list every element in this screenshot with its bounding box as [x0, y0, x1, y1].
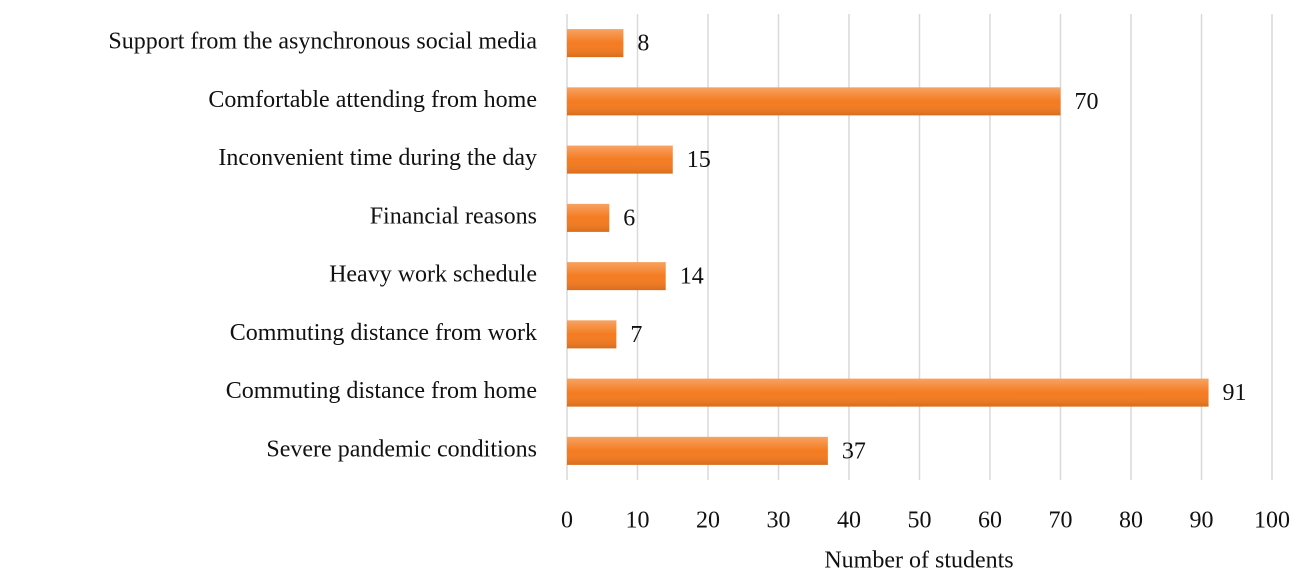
data-label: 91: [1223, 380, 1247, 406]
data-label: 7: [630, 322, 642, 348]
y-tick-label: Support from the asynchronous social med…: [108, 29, 537, 55]
bar-shade: [567, 262, 666, 291]
x-tick-label: 30: [767, 508, 791, 534]
y-tick-label: Severe pandemic conditions: [266, 436, 537, 462]
bar-shade: [567, 436, 828, 465]
bar-shade: [567, 378, 1209, 407]
bar-shade: [567, 320, 617, 349]
bar-shade: [567, 29, 624, 58]
x-tick-label: 50: [908, 508, 932, 534]
data-label: 6: [623, 205, 635, 231]
data-label: 37: [842, 438, 866, 464]
data-label: 15: [687, 147, 711, 173]
y-tick-label: Comfortable attending from home: [208, 87, 537, 113]
y-tick-label: Financial reasons: [370, 203, 537, 229]
x-tick-label: 0: [561, 508, 573, 534]
x-tick-label: 100: [1254, 508, 1290, 534]
bar-shade: [567, 203, 610, 232]
x-tick-label: 40: [837, 508, 861, 534]
x-tick-label: 80: [1119, 508, 1143, 534]
x-tick-label: 60: [978, 508, 1002, 534]
x-axis-label: Number of students: [824, 548, 1013, 574]
data-label: 70: [1075, 89, 1099, 115]
x-tick-label: 20: [696, 508, 720, 534]
y-tick-label: Heavy work schedule: [329, 262, 537, 288]
y-tick-label: Inconvenient time during the day: [218, 145, 537, 171]
bar-shade: [567, 87, 1061, 116]
data-label: 8: [637, 31, 649, 57]
y-tick-label: Commuting distance from work: [230, 320, 537, 346]
x-tick-label: 90: [1190, 508, 1214, 534]
data-label: 14: [680, 264, 704, 290]
bar-shade: [567, 145, 673, 174]
x-tick-label: 10: [626, 508, 650, 534]
y-tick-label: Commuting distance from home: [226, 378, 537, 404]
x-tick-label: 70: [1049, 508, 1073, 534]
